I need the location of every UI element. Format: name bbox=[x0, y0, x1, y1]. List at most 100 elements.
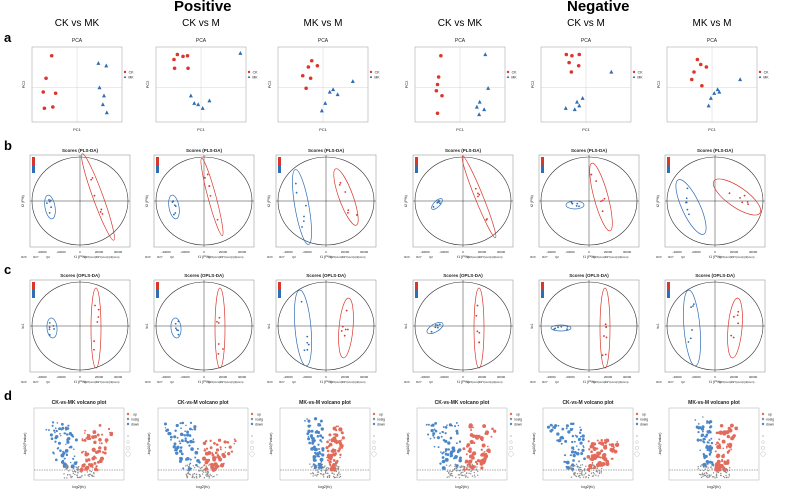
volcano-point-down bbox=[699, 449, 701, 452]
score-ylabel: t2 (P%) bbox=[656, 195, 660, 207]
pca-xlabel: PC1 bbox=[582, 127, 591, 132]
volcano-point-nosig bbox=[579, 464, 582, 466]
volcano-point-up bbox=[472, 426, 475, 429]
score-tick-label: -40000 bbox=[420, 250, 430, 254]
volcano-point-up bbox=[717, 467, 722, 472]
volcano-point-nosig bbox=[593, 473, 595, 475]
pca-point-blue bbox=[104, 110, 109, 115]
volcano-point-nosig bbox=[336, 476, 338, 478]
volcano-point-down bbox=[451, 446, 456, 450]
volcano-xlabel: log2(fc) bbox=[72, 484, 86, 489]
pca-ylabel: PC2 bbox=[145, 80, 150, 89]
volcano-point-nosig bbox=[710, 474, 712, 476]
volcano-point-nosig bbox=[77, 470, 79, 472]
pca-point-blue bbox=[486, 86, 491, 90]
volcano-point-down bbox=[441, 430, 444, 433]
volcano-point-nosig bbox=[324, 471, 327, 473]
volcano-point-down bbox=[572, 453, 576, 458]
score-xlabel: t1 (P%) bbox=[457, 380, 469, 384]
score-ylabel: t2 (P%) bbox=[404, 195, 408, 207]
volcano-point-up bbox=[714, 468, 717, 472]
volcano-point-nosig bbox=[715, 471, 718, 473]
score-xlabel: t1 (P%) bbox=[457, 255, 469, 259]
volcano-point-nosig bbox=[470, 470, 472, 473]
volcano-size-legend bbox=[635, 446, 639, 450]
volcano-point-down bbox=[319, 452, 322, 455]
volcano-point-nosig bbox=[326, 469, 328, 471]
volcano-point-nosig bbox=[69, 473, 71, 476]
volcano-ylabel: -log10(Pvalue) bbox=[658, 433, 662, 456]
volcano-point-down bbox=[705, 433, 709, 437]
volcano-point-down bbox=[444, 426, 448, 429]
volcano-point-nosig bbox=[725, 476, 728, 479]
volcano-point-down bbox=[582, 446, 585, 448]
volcano-point-down bbox=[194, 456, 197, 459]
volcano-point-nosig bbox=[339, 473, 341, 476]
volcano-point-nosig bbox=[581, 472, 583, 474]
volcano-point-nosig bbox=[720, 474, 722, 477]
volcano-point-nosig bbox=[585, 465, 587, 467]
volcano-point-nosig bbox=[461, 466, 463, 468]
volcano-point-up bbox=[732, 434, 736, 438]
pca-point-blue bbox=[572, 107, 577, 112]
score-tick-label: 0 bbox=[79, 250, 81, 254]
group-ellipse-red bbox=[473, 287, 485, 369]
group-ellipse-blue bbox=[168, 194, 180, 220]
volcano-legend-text: down bbox=[766, 422, 774, 426]
volcano-point-down bbox=[198, 461, 201, 464]
volcano-title: CK-vs-MK volcano plot bbox=[52, 400, 107, 406]
volcano-point-nosig bbox=[310, 466, 313, 468]
score-legend-swatch bbox=[541, 165, 544, 173]
volcano-point-up bbox=[586, 455, 590, 459]
score-footer-label: R2X(cum) bbox=[208, 380, 221, 384]
volcano-point-nosig bbox=[193, 473, 196, 475]
volcano-point-nosig bbox=[579, 476, 581, 479]
volcano-point-nosig bbox=[199, 467, 202, 470]
volcano-point-down bbox=[704, 435, 707, 438]
volcano-point-down bbox=[52, 451, 55, 454]
score-tick-label: -20000 bbox=[302, 250, 312, 254]
volcano-legend-text: down bbox=[255, 422, 263, 426]
volcano-point-up bbox=[337, 440, 342, 444]
score-footer-label: Q2 bbox=[555, 255, 559, 259]
volcano-point-up bbox=[79, 467, 84, 472]
volcano-point-nosig bbox=[716, 476, 718, 479]
volcano-point-up bbox=[716, 455, 720, 459]
volcano-size-legend bbox=[127, 435, 129, 437]
score-point-red bbox=[209, 194, 212, 197]
group-ellipse-red bbox=[713, 178, 761, 216]
volcano-point-down bbox=[549, 429, 553, 433]
volcano-point-down bbox=[571, 440, 574, 444]
volcano-point-down bbox=[183, 434, 187, 437]
score-point-red bbox=[217, 352, 220, 355]
volcano-point-nosig bbox=[449, 464, 452, 466]
score-point-blue bbox=[303, 215, 305, 218]
volcano-point-down bbox=[58, 427, 62, 431]
volcano-point-down bbox=[312, 440, 315, 443]
volcano-point-up bbox=[228, 445, 232, 449]
volcano-point-up bbox=[600, 449, 604, 453]
volcano-point-down bbox=[179, 456, 184, 461]
volcano-point-down bbox=[459, 456, 462, 460]
volcano-point-nosig bbox=[574, 465, 576, 467]
volcano-point-nosig bbox=[709, 475, 711, 477]
volcano-xlabel: log2(fc) bbox=[196, 484, 210, 489]
volcano-point-up bbox=[725, 460, 730, 465]
volcano-point-nosig bbox=[473, 474, 476, 476]
volcano-point-down bbox=[457, 449, 460, 453]
score-title: Scores (PLS-DA) bbox=[62, 148, 99, 153]
volcano-point-nosig bbox=[322, 473, 325, 475]
volcano-point-up bbox=[94, 451, 97, 453]
volcano-point-up bbox=[467, 449, 470, 452]
volcano-point-down bbox=[446, 424, 448, 426]
volcano-point-nosig bbox=[570, 476, 573, 478]
volcano-point-up bbox=[85, 437, 87, 440]
volcano-point-nosig bbox=[78, 468, 80, 471]
score-point-red bbox=[604, 323, 607, 326]
score-point-red bbox=[590, 173, 593, 176]
pca-point-blue bbox=[477, 112, 482, 117]
volcano-point-up bbox=[339, 453, 342, 457]
volcano-point-nosig bbox=[581, 470, 583, 473]
volcano-point-nosig bbox=[77, 466, 79, 469]
volcano-ylabel: -log10(Pvalue) bbox=[406, 433, 410, 456]
